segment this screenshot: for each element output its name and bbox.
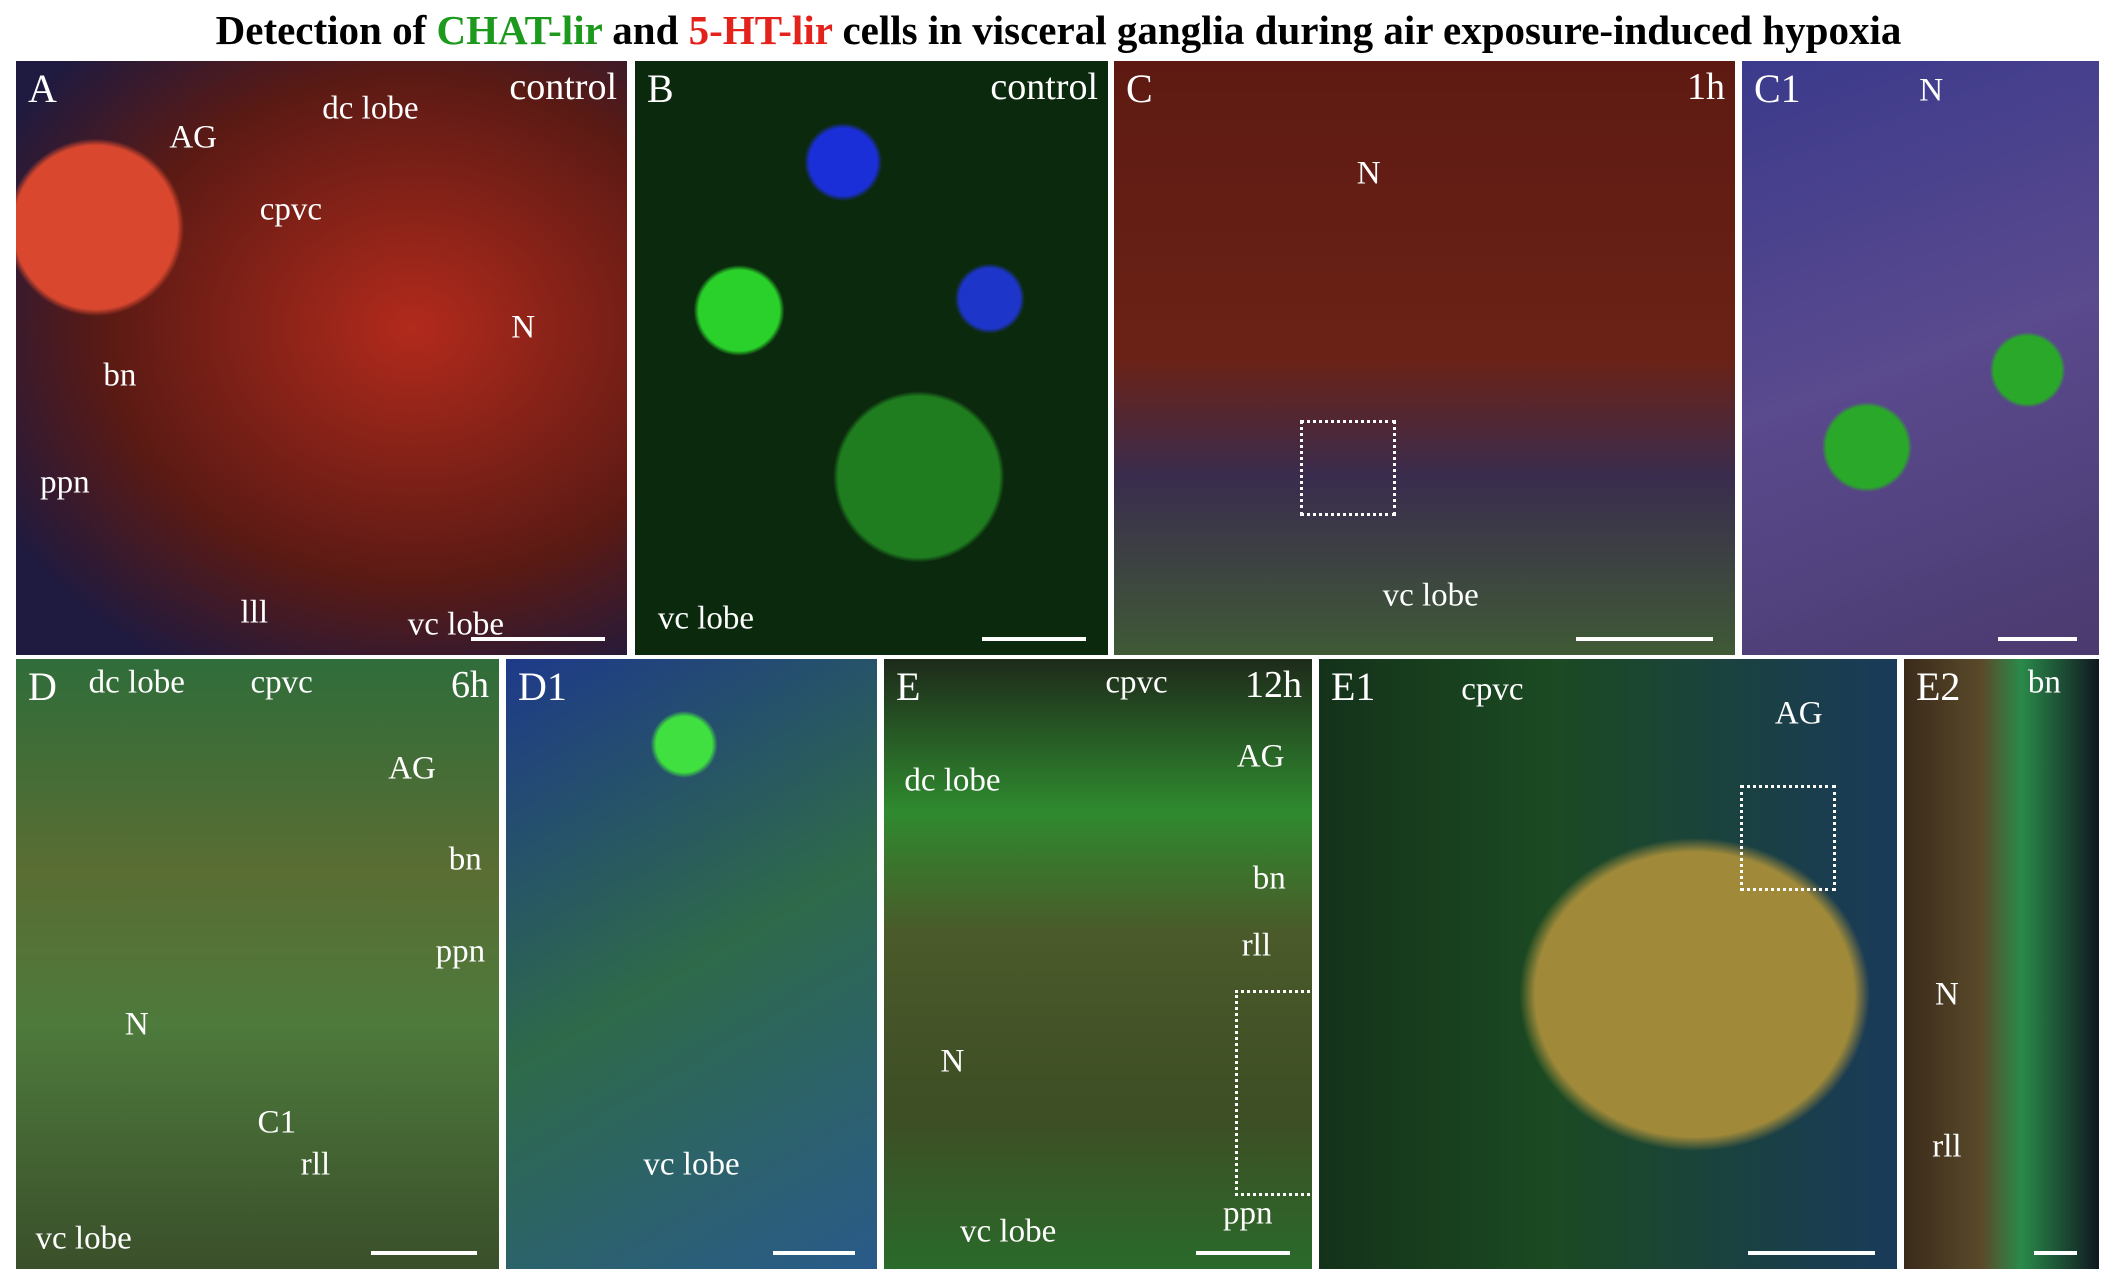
inset-box — [1740, 785, 1836, 891]
annotation: AG — [388, 750, 436, 787]
scale-bar — [1196, 1251, 1290, 1255]
scale-bar — [773, 1251, 855, 1255]
annotation: C1 — [257, 1104, 297, 1141]
annotation: ppn — [1223, 1195, 1273, 1232]
annotation: ppn — [40, 464, 90, 501]
annotation: vc lobe — [643, 1146, 740, 1183]
annotation: dc lobe — [904, 762, 1001, 799]
annotation: dc lobe — [322, 90, 419, 127]
image-panel: D1 vc lobe — [506, 659, 877, 1269]
scale-bar — [2034, 1251, 2077, 1255]
panel-tag: 1h — [1687, 66, 1725, 108]
title-part: Detection of — [215, 7, 427, 53]
scale-bar — [1576, 637, 1713, 641]
panel-label: E2 — [1916, 664, 1961, 709]
panel-label: A — [28, 66, 57, 111]
annotation: N — [124, 1006, 149, 1043]
annotation: vc lobe — [407, 606, 505, 643]
title-part: 5-HT-lir — [688, 7, 833, 53]
panel-tag: control — [509, 66, 617, 108]
panel-label: E — [896, 664, 921, 709]
annotation: vc lobe — [1382, 577, 1479, 614]
annotation: lll — [240, 594, 269, 631]
annotation: cpvc — [250, 664, 313, 701]
title-part: and — [612, 7, 679, 53]
annotation: N — [1356, 155, 1381, 192]
panel-label: B — [647, 66, 674, 111]
scale-bar — [1748, 1251, 1875, 1255]
panel-tag: 6h — [451, 664, 489, 706]
annotation: bn — [1252, 860, 1286, 897]
annotation: vc lobe — [657, 600, 755, 637]
image-panel: E1 cpvc AG — [1319, 659, 1897, 1269]
inset-box — [1235, 990, 1316, 1196]
figure-title: Detection of CHAT-lir and 5-HT-lir cells… — [0, 6, 2117, 54]
panel-label: C1 — [1754, 66, 1801, 111]
annotation: cpvc — [1461, 671, 1524, 707]
annotation: AG — [1236, 738, 1285, 775]
annotation: N — [940, 1043, 965, 1080]
annotation: cpvc — [259, 191, 323, 227]
panel-label: E1 — [1331, 664, 1376, 709]
annotation: bn — [2027, 664, 2061, 701]
annotation: AG — [169, 119, 218, 156]
annotation: AG — [1774, 695, 1823, 732]
scale-bar — [471, 637, 605, 641]
panel-tag: control — [990, 66, 1098, 108]
image-panel: D 6h dc lobe cpvc AG bn ppn N C1 rll vc lobe — [16, 659, 499, 1269]
title-part: CHAT-lir — [436, 7, 603, 53]
annotation: ppn — [435, 933, 486, 970]
scale-bar — [982, 637, 1086, 641]
annotation: bn — [448, 841, 482, 878]
scale-bar — [371, 1251, 477, 1255]
annotation: N — [511, 309, 536, 346]
image-panel: C1 N — [1742, 61, 2099, 655]
annotation: rll — [300, 1146, 331, 1183]
annotation: N — [1919, 72, 1944, 109]
scale-bar — [1998, 637, 2077, 641]
annotation: vc lobe — [960, 1213, 1057, 1250]
panel-label: C — [1126, 66, 1153, 111]
annotation: rll — [1932, 1128, 1962, 1165]
annotation: vc lobe — [35, 1220, 132, 1256]
panel-tag: 12h — [1245, 664, 1302, 706]
panel-label: D1 — [518, 664, 567, 709]
annotation: bn — [103, 357, 137, 394]
annotation: dc lobe — [88, 664, 185, 701]
panel-label: D — [28, 664, 57, 709]
inset-box — [1300, 420, 1396, 516]
annotation: N — [1934, 976, 1959, 1012]
annotation: cpvc — [1105, 664, 1168, 701]
annotation: rll — [1241, 927, 1272, 964]
title-part: cells in visceral ganglia during air exp… — [842, 7, 1902, 53]
